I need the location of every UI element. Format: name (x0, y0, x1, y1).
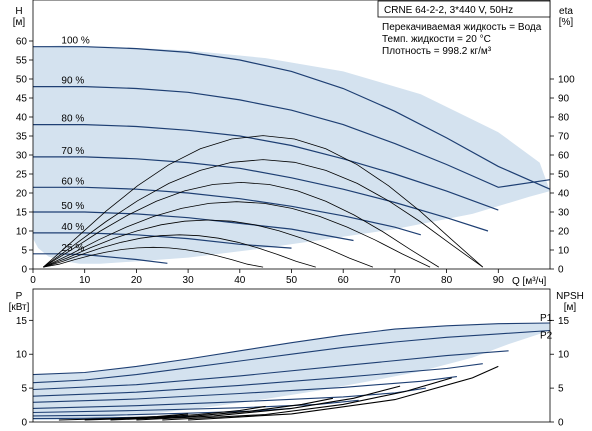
npsh-curve (188, 365, 499, 421)
power-axis-unit: [кВт] (9, 302, 30, 313)
eta-tick-label: 30 (558, 208, 570, 219)
npsh-axis-unit: [м] (564, 302, 577, 313)
power-tick-label: 0 (21, 418, 27, 429)
speed-label-40: 40 % (61, 222, 84, 233)
head-tick-label: 30 (16, 151, 28, 162)
efficiency-curve (43, 201, 431, 268)
flow-tick-label: 20 (131, 275, 143, 286)
speed-label-50: 50 % (61, 201, 84, 212)
efficiency-curve (43, 234, 316, 268)
title-box (377, 0, 551, 18)
flow-tick-label: 90 (493, 275, 505, 286)
npsh-curve (136, 385, 401, 421)
npsh-axis-label: NPSH (556, 291, 584, 302)
npsh-tick-label: 5 (558, 384, 564, 395)
power-curve-3 (32, 363, 483, 397)
npsh-tick-label: 0 (558, 418, 564, 429)
chart-title: CRNE 64-2-2, 3*440 V, 50Hz (384, 5, 513, 16)
head-tick-label: 15 (16, 208, 28, 219)
flow-axis-label: Q [м³/ч] (512, 276, 547, 287)
npsh-curve (110, 397, 334, 421)
power-tick-label: 15 (16, 316, 28, 327)
power-curve-2 (32, 350, 509, 391)
power-curve-7 (32, 407, 292, 417)
head-tick-label: 55 (16, 56, 28, 67)
npsh-tick-label: 10 (558, 350, 570, 361)
efficiency-curve (43, 219, 374, 268)
eta-tick-label: 70 (558, 132, 570, 143)
head-tick-label: 60 (16, 37, 28, 48)
speed-label-90: 90 % (61, 76, 84, 87)
eta-tick-label: 40 (558, 189, 570, 200)
eta-tick-label: 90 (558, 94, 570, 105)
head-axis-unit: [м] (13, 17, 26, 28)
npsh-curve (84, 405, 266, 421)
power-curve-p2 (32, 329, 551, 384)
eta-axis-unit: [%] (559, 17, 574, 28)
head-tick-label: 10 (16, 227, 28, 238)
power-curve-label-p2: P2 (540, 331, 553, 342)
speed-label-70: 70 % (61, 146, 84, 157)
temperature-note: Темп. жидкости = 20 °C (382, 34, 491, 45)
head-axis-label: H (15, 6, 22, 17)
head-tick-label: 40 (16, 113, 28, 124)
eta-tick-label: 80 (558, 113, 570, 124)
flow-tick-label: 80 (441, 275, 453, 286)
npsh-curve (162, 377, 452, 421)
eta-tick-label: 50 (558, 170, 570, 181)
flow-tick-label: 50 (286, 275, 298, 286)
flow-tick-label: 30 (183, 275, 195, 286)
fluid-note: Перекачиваемая жидкость = Вода (382, 22, 542, 33)
eta-tick-label: 100 (558, 75, 575, 86)
power-tick-label: 5 (21, 384, 27, 395)
speed-curve-90 (33, 85, 551, 188)
head-tick-label: 50 (16, 75, 28, 86)
efficiency-curve (43, 135, 484, 268)
speed-label-60: 60 % (61, 176, 84, 187)
head-tick-label: 20 (16, 189, 28, 200)
eta-tick-label: 10 (558, 246, 570, 257)
efficiency-curve (43, 181, 440, 268)
flow-tick-label: 0 (30, 275, 36, 286)
speed-curve-80 (33, 123, 499, 211)
flow-tick-label: 40 (234, 275, 246, 286)
density-note: Плотность = 998.2 кг/м³ (382, 46, 492, 57)
eta-axis-label: eta (559, 6, 573, 17)
flow-tick-label: 70 (389, 275, 401, 286)
flow-tick-label: 10 (79, 275, 91, 286)
efficiency-curve (43, 246, 264, 268)
eta-tick-label: 0 (558, 265, 564, 276)
power-axis-label: P (16, 291, 23, 302)
head-tick-label: 45 (16, 94, 28, 105)
speed-label-80: 80 % (61, 114, 84, 125)
eta-tick-label: 20 (558, 227, 570, 238)
power-plot-frame (32, 288, 551, 423)
power-curve-6 (32, 399, 359, 414)
speed-curve-70 (33, 156, 489, 232)
npsh-curve (58, 413, 189, 421)
power-curve-p1 (32, 322, 551, 376)
speed-curve-25 (33, 253, 168, 264)
eta-tick-label: 60 (558, 151, 570, 162)
speed-label-100: 100 % (61, 36, 89, 47)
speed-label-25: 25 % (61, 243, 84, 254)
operating-area (33, 45, 550, 264)
speed-curve-100 (33, 46, 551, 190)
head-tick-label: 5 (21, 246, 27, 257)
head-tick-label: 0 (21, 265, 27, 276)
power-operating-area (33, 323, 550, 420)
power-curve-4 (32, 376, 457, 403)
head-tick-label: 25 (16, 170, 28, 181)
speed-curve-60 (33, 186, 421, 236)
power-tick-label: 10 (16, 350, 28, 361)
efficiency-curve (43, 159, 484, 268)
flow-tick-label: 60 (338, 275, 350, 286)
npsh-tick-label: 15 (558, 316, 570, 327)
head-tick-label: 35 (16, 132, 28, 143)
power-curve-label-p1: P1 (540, 313, 553, 324)
